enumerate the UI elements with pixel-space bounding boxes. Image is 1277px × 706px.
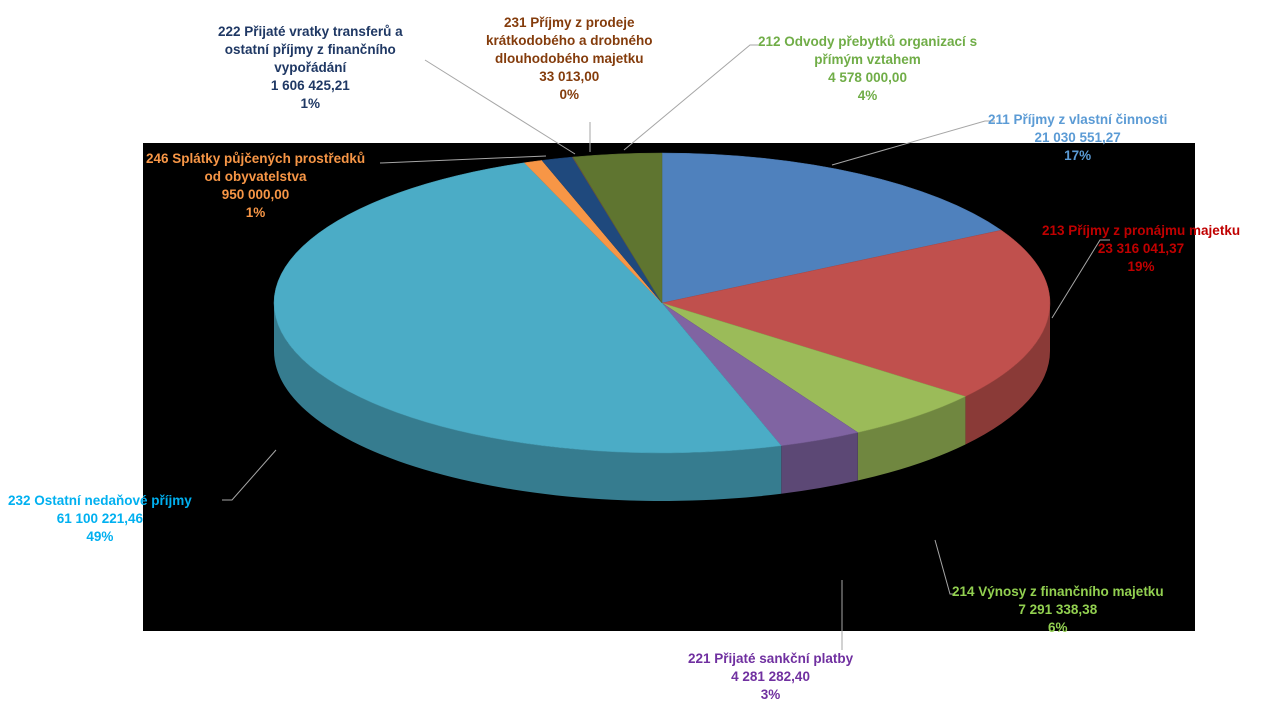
pie-top-group (273, 152, 1051, 454)
label-213-amount: 23 316 041,37 (1097, 241, 1185, 256)
pie-slice-side-3 (781, 432, 858, 494)
label-222-category-line2: ostatní příjmy z finančního (224, 42, 396, 57)
label-214-category: 214 Výnosy z finančního majetku (952, 584, 1164, 599)
label-213-category: 213 Příjmy z pronájmu majetku (1042, 223, 1241, 238)
pie-slice-0 (661, 152, 1002, 304)
label-231-percent: 0% (559, 87, 580, 102)
pie-slice-side-2 (857, 396, 966, 481)
data-label-231: 231 Příjmy z prodeje krátkodobého a drob… (486, 14, 653, 104)
leader-line-6 (424, 59, 576, 155)
label-212-category-line2: přímým vztahem (814, 52, 921, 67)
label-246-amount: 950 000,00 (221, 187, 290, 202)
label-221-percent: 3% (760, 687, 781, 702)
label-212-percent: 4% (857, 88, 878, 103)
label-231-category: 231 Příjmy z prodeje (503, 15, 635, 30)
label-211-category: 211 Příjmy z vlastní činnosti (988, 112, 1168, 127)
pie-slice-1 (661, 229, 1051, 397)
pie-slice-side-4 (274, 303, 782, 501)
label-221-category: 221 Přijaté sankční platby (688, 651, 854, 666)
data-label-246: 246 Splátky půjčených prostředků od obyv… (146, 150, 365, 222)
leader-lines (222, 44, 1110, 650)
data-label-212: 212 Odvody přebytků organizací s přímým … (758, 33, 977, 105)
label-212-category: 212 Odvody přebytků organizací s (758, 34, 978, 49)
label-246-category: 246 Splátky půjčených prostředků (146, 151, 366, 166)
label-231-amount: 33 013,00 (539, 69, 600, 84)
label-222-percent: 1% (300, 96, 321, 111)
label-222-amount: 1 606 425,21 (270, 78, 350, 93)
label-232-percent: 49% (86, 529, 114, 544)
label-246-percent: 1% (245, 205, 266, 220)
data-label-213: 213 Příjmy z pronájmu majetku 23 316 041… (1042, 222, 1240, 276)
leader-line-4 (222, 449, 277, 501)
data-label-232: 232 Ostatní nedaňové příjmy 61 100 221,4… (8, 492, 192, 546)
data-label-221: 221 Přijaté sankční platby 4 281 282,40 … (688, 650, 853, 704)
label-212-amount: 4 578 000,00 (828, 70, 907, 85)
label-214-amount: 7 291 338,38 (1018, 602, 1098, 617)
label-232-category: 232 Ostatní nedaňové příjmy (8, 493, 192, 508)
pie-slice-2 (661, 302, 967, 433)
leader-line-1 (1051, 239, 1110, 319)
label-232-amount: 61 100 221,46 (56, 511, 144, 526)
leader-line-2 (934, 539, 955, 595)
leader-line-8 (623, 44, 758, 151)
label-211-amount: 21 030 551,27 (1034, 130, 1121, 145)
label-214-percent: 6% (1048, 620, 1068, 635)
pie-slice-8 (572, 152, 663, 304)
pie-slice-side-1 (965, 303, 1050, 445)
leader-line-5 (379, 155, 547, 164)
data-label-222: 222 Přijaté vratky transferů a ostatní p… (218, 23, 403, 113)
pie-side-group (274, 303, 1050, 501)
label-213-percent: 19% (1127, 259, 1155, 274)
label-211-percent: 17% (1064, 148, 1092, 163)
label-246-category-line2: od obyvatelstva (204, 169, 307, 184)
data-label-214: 214 Výnosy z finančního majetku 7 291 33… (952, 583, 1164, 637)
label-222-category-line3: vypořádání (274, 60, 347, 75)
label-231-category-line2: krátkodobého a drobného (486, 33, 653, 48)
label-222-category: 222 Přijaté vratky transferů a (218, 24, 403, 39)
leader-line-0 (831, 120, 995, 166)
data-label-211: 211 Příjmy z vlastní činnosti 21 030 551… (988, 111, 1167, 165)
pie-slice-4 (273, 162, 782, 454)
label-221-amount: 4 281 282,40 (731, 669, 810, 684)
label-231-category-line3: dlouhodobého majetku (495, 51, 644, 66)
